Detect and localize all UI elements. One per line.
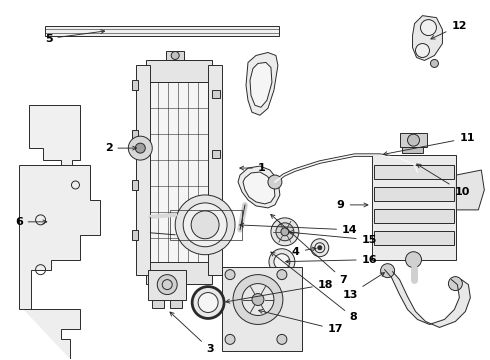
- Polygon shape: [413, 15, 442, 60]
- Polygon shape: [246, 53, 278, 115]
- Circle shape: [242, 284, 274, 315]
- Circle shape: [416, 44, 429, 58]
- Circle shape: [183, 203, 227, 247]
- Bar: [401, 147, 423, 153]
- Bar: [222, 267, 302, 351]
- Circle shape: [198, 293, 218, 312]
- Text: 14: 14: [240, 223, 358, 235]
- Polygon shape: [243, 172, 275, 204]
- Text: 15: 15: [289, 231, 377, 245]
- Circle shape: [225, 334, 235, 345]
- Circle shape: [128, 136, 152, 160]
- Circle shape: [431, 59, 439, 67]
- Polygon shape: [456, 170, 484, 210]
- Circle shape: [269, 249, 295, 275]
- Bar: [136, 66, 150, 275]
- Bar: [374, 209, 454, 223]
- Polygon shape: [23, 310, 80, 359]
- Circle shape: [157, 275, 177, 294]
- Bar: [132, 130, 138, 140]
- Text: 18: 18: [226, 280, 333, 303]
- Bar: [208, 66, 222, 275]
- Text: 4: 4: [292, 247, 316, 257]
- Bar: [374, 231, 454, 245]
- Circle shape: [381, 264, 394, 278]
- Text: 16: 16: [286, 255, 377, 265]
- Circle shape: [448, 276, 463, 291]
- Bar: [45, 26, 279, 36]
- Bar: [152, 300, 164, 307]
- Bar: [147, 262, 212, 284]
- Circle shape: [311, 239, 329, 257]
- Bar: [374, 165, 454, 179]
- Text: 9: 9: [337, 200, 368, 210]
- Circle shape: [276, 223, 294, 241]
- Polygon shape: [238, 166, 280, 208]
- Text: 5: 5: [45, 30, 105, 44]
- Bar: [148, 270, 186, 300]
- Circle shape: [268, 175, 282, 189]
- Text: 17: 17: [259, 310, 343, 334]
- Text: 12: 12: [431, 21, 467, 39]
- Circle shape: [192, 287, 224, 319]
- Circle shape: [408, 134, 419, 146]
- Text: 7: 7: [271, 215, 347, 285]
- Circle shape: [277, 334, 287, 345]
- Polygon shape: [28, 105, 80, 170]
- Bar: [212, 90, 220, 98]
- Circle shape: [225, 270, 235, 280]
- Bar: [132, 230, 138, 240]
- Text: 8: 8: [271, 252, 357, 323]
- Text: 1: 1: [240, 163, 266, 173]
- Text: 10: 10: [417, 164, 470, 197]
- Circle shape: [274, 254, 290, 270]
- Bar: [212, 210, 220, 218]
- Circle shape: [277, 270, 287, 280]
- Circle shape: [271, 218, 299, 246]
- Text: 3: 3: [170, 312, 214, 354]
- Circle shape: [175, 195, 235, 255]
- Circle shape: [252, 293, 264, 306]
- Bar: [371, 155, 456, 260]
- Bar: [374, 187, 454, 201]
- Text: 11: 11: [383, 133, 475, 156]
- Polygon shape: [19, 165, 100, 310]
- Bar: [212, 150, 220, 158]
- Circle shape: [318, 246, 322, 250]
- Circle shape: [281, 228, 289, 236]
- Bar: [166, 50, 184, 60]
- Bar: [170, 300, 182, 307]
- Text: 13: 13: [343, 273, 384, 300]
- Circle shape: [406, 252, 421, 268]
- Bar: [147, 60, 212, 82]
- Circle shape: [135, 143, 145, 153]
- Circle shape: [233, 275, 283, 324]
- Bar: [132, 180, 138, 190]
- Circle shape: [412, 166, 423, 178]
- Bar: [170, 210, 242, 240]
- Text: 2: 2: [105, 143, 137, 153]
- Polygon shape: [385, 270, 470, 328]
- Bar: [132, 80, 138, 90]
- Circle shape: [171, 51, 179, 59]
- Bar: [148, 60, 210, 280]
- Circle shape: [420, 20, 437, 36]
- Polygon shape: [250, 62, 272, 107]
- Bar: [399, 133, 427, 147]
- Text: 6: 6: [15, 217, 47, 227]
- Circle shape: [191, 211, 219, 239]
